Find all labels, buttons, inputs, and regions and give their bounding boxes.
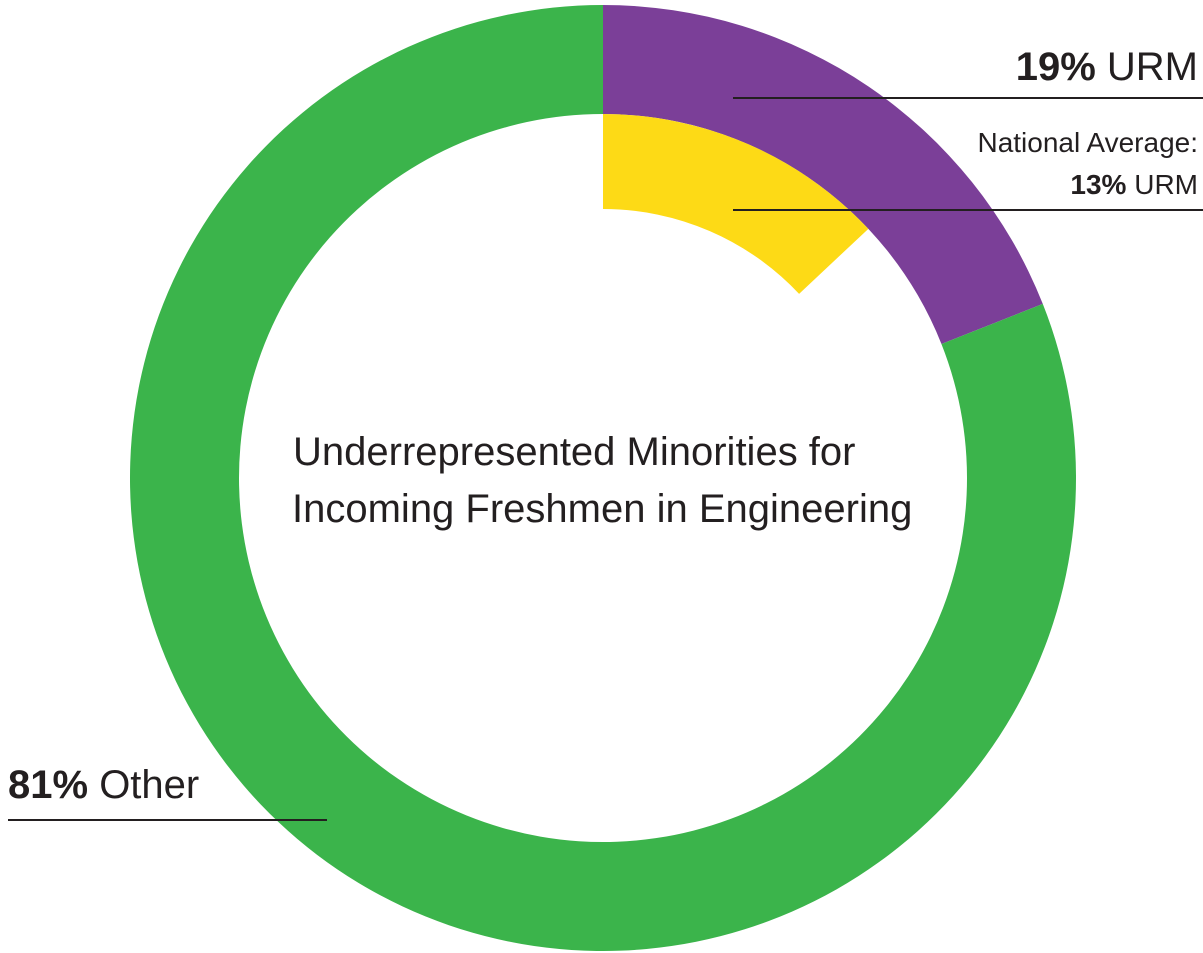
donut-slices [129,5,1076,951]
urm-name: URM [1107,45,1198,89]
national-average-value: 13% URM [1070,169,1198,200]
chart-title-line-2: Incoming Freshmen in Engineering [292,487,912,531]
urm-pct: 19% [1016,45,1096,89]
national-average-wedge [603,114,869,294]
chart-title-line-2-text: Incoming Freshmen in Engineering [292,487,912,531]
national-average-name: URM [1134,169,1198,200]
other-pct: 81% [8,763,88,807]
national-average-label: National Average: [977,127,1198,158]
chart-title-line-1: Underrepresented Minorities for [293,430,855,474]
slice-urm [603,5,1043,345]
urm-label: 19% URM [1016,45,1198,89]
other-label: 81% Other [8,763,199,807]
national-average-pct: 13% [1070,169,1126,200]
chart-title: Underrepresented Minorities for [293,430,855,474]
national-average-text: National Average: [977,127,1198,158]
other-name: Other [99,763,199,807]
